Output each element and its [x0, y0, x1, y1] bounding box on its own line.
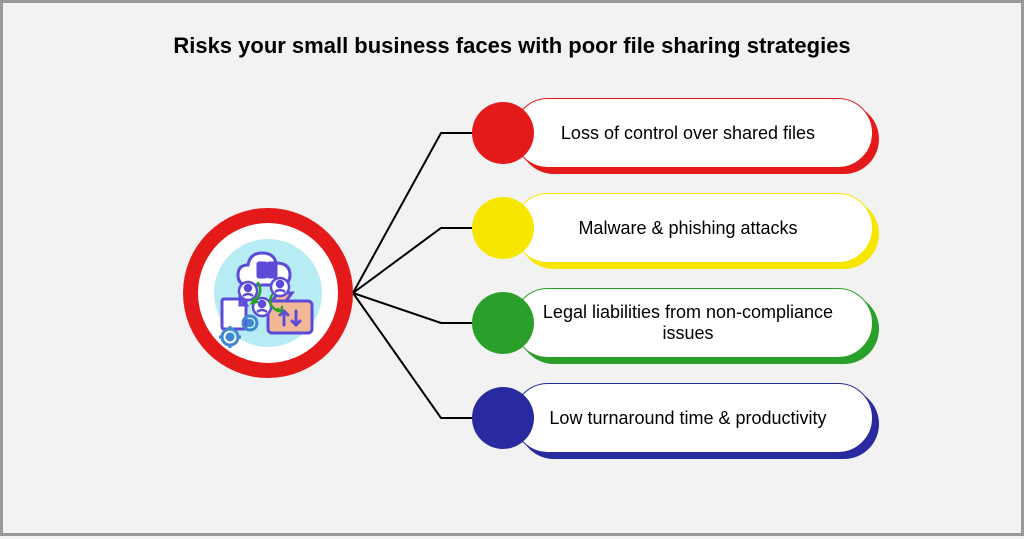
risk-label: Loss of control over shared files	[561, 123, 815, 144]
risk-pill: Loss of control over shared files	[513, 98, 873, 168]
page-title: Risks your small business faces with poo…	[3, 33, 1021, 59]
connector-lines	[3, 3, 1024, 539]
risk-item: Legal liabilities from non-compliance is…	[513, 288, 873, 358]
risk-dot	[472, 292, 534, 354]
hub-circle	[183, 208, 353, 378]
risk-dot	[472, 387, 534, 449]
risk-dot	[472, 102, 534, 164]
risk-label: Legal liabilities from non-compliance is…	[534, 302, 842, 344]
risk-label: Low turnaround time & productivity	[549, 408, 826, 429]
risk-pill: Low turnaround time & productivity	[513, 383, 873, 453]
risk-label: Malware & phishing attacks	[578, 218, 797, 239]
hub-inner	[198, 223, 338, 363]
risk-item: Low turnaround time & productivity	[513, 383, 873, 453]
risk-pill: Legal liabilities from non-compliance is…	[513, 288, 873, 358]
risk-dot	[472, 197, 534, 259]
risk-pill: Malware & phishing attacks	[513, 193, 873, 263]
risk-item: Loss of control over shared files	[513, 98, 873, 168]
risk-item: Malware & phishing attacks	[513, 193, 873, 263]
file-sharing-icon	[208, 233, 328, 353]
